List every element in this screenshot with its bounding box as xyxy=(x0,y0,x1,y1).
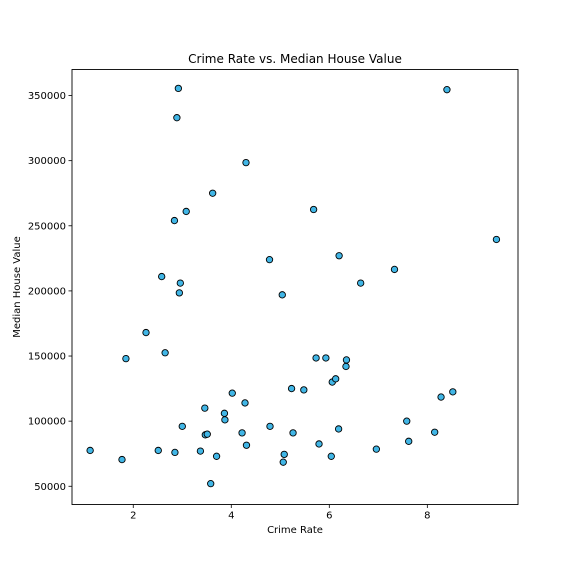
data-point xyxy=(431,428,439,436)
y-tick-label: 150000 xyxy=(28,352,66,363)
data-point xyxy=(170,216,179,225)
data-point xyxy=(122,354,130,363)
data-point xyxy=(228,389,236,397)
data-point xyxy=(118,455,126,464)
data-point xyxy=(209,189,217,197)
data-point xyxy=(332,375,340,383)
x-tick-label: 2 xyxy=(130,511,136,522)
data-point xyxy=(158,272,166,281)
y-tick-label: 200000 xyxy=(28,286,66,297)
data-point xyxy=(279,458,287,466)
y-tick-label: 50000 xyxy=(34,482,66,493)
chart-title: Crime Rate vs. Median House Value xyxy=(188,52,402,66)
data-point xyxy=(278,291,286,299)
data-point xyxy=(142,328,150,337)
data-point xyxy=(357,279,365,287)
data-point xyxy=(242,441,251,449)
data-point xyxy=(309,205,318,214)
data-point xyxy=(196,447,205,455)
data-point xyxy=(334,425,343,433)
data-point xyxy=(171,448,179,457)
data-point xyxy=(315,440,323,448)
data-point xyxy=(178,422,186,431)
data-point xyxy=(242,158,250,167)
data-point xyxy=(437,393,445,401)
data-point xyxy=(289,429,297,437)
x-axis-ticks: 2 4 6 8 xyxy=(130,504,431,522)
y-tick-label: 250000 xyxy=(28,221,66,232)
data-point xyxy=(403,417,411,425)
data-point xyxy=(327,452,335,460)
plot-area xyxy=(72,69,518,505)
data-point xyxy=(161,349,169,357)
data-point xyxy=(322,354,330,362)
data-point xyxy=(449,388,457,396)
y-axis-ticks: 50000 100000 150000 200000 250000 300000 35000… xyxy=(28,91,72,493)
data-point xyxy=(342,362,350,371)
y-tick-label: 300000 xyxy=(28,156,66,167)
data-points xyxy=(86,84,501,488)
data-point xyxy=(312,354,320,362)
data-point xyxy=(238,429,246,437)
data-point xyxy=(221,416,229,424)
data-point xyxy=(175,289,183,297)
data-point xyxy=(265,255,274,264)
data-point xyxy=(300,386,308,394)
data-point xyxy=(212,452,221,460)
data-point xyxy=(203,430,211,438)
data-point xyxy=(182,207,190,216)
data-point xyxy=(173,114,181,122)
y-tick-label: 100000 xyxy=(28,417,66,428)
y-axis-label: Median House Value xyxy=(12,236,23,338)
data-point xyxy=(372,445,381,453)
x-axis-label: Crime Rate xyxy=(267,525,323,536)
data-point xyxy=(492,235,501,244)
data-point xyxy=(342,356,351,364)
data-point xyxy=(154,446,162,455)
data-point xyxy=(207,480,215,488)
data-point xyxy=(443,86,451,94)
data-point xyxy=(176,279,184,287)
x-tick-label: 4 xyxy=(228,511,234,522)
x-tick-label: 8 xyxy=(424,511,430,522)
data-point xyxy=(280,450,288,459)
plot-frame xyxy=(71,69,519,505)
y-tick-label: 350000 xyxy=(28,91,66,102)
data-point xyxy=(174,84,183,93)
data-point xyxy=(201,404,209,412)
data-point xyxy=(220,409,229,417)
data-point xyxy=(390,265,399,274)
data-point xyxy=(405,437,413,445)
data-point xyxy=(266,422,274,431)
data-point xyxy=(287,384,296,393)
data-point xyxy=(241,399,249,407)
data-point xyxy=(86,446,94,455)
x-tick-label: 6 xyxy=(326,511,332,522)
data-point xyxy=(335,252,343,260)
